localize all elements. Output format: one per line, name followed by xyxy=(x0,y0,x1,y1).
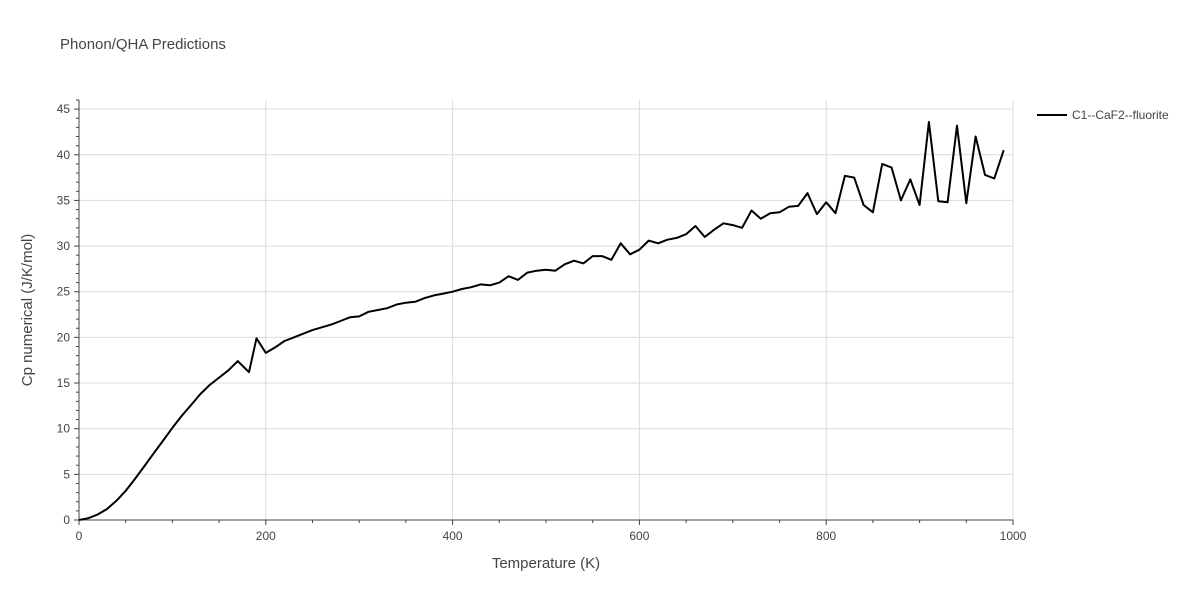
x-tick-label: 400 xyxy=(443,529,463,543)
y-tick-label: 5 xyxy=(63,467,70,481)
y-tick-label: 45 xyxy=(57,102,71,116)
legend[interactable]: C1--CaF2--fluorite xyxy=(1037,108,1169,122)
minor-ticks xyxy=(74,99,1014,525)
x-tick-label: 1000 xyxy=(1000,529,1027,543)
y-tick-label: 10 xyxy=(57,422,71,436)
chart-title: Phonon/QHA Predictions xyxy=(60,36,226,53)
tick-labels: 0 200 400 600 800 1000 0 5 10 15 20 25 30 35 40 45 xyxy=(57,102,1027,543)
y-tick-label: 40 xyxy=(57,148,71,162)
y-tick-label: 15 xyxy=(57,376,71,390)
axes xyxy=(78,100,1013,521)
x-tick-label: 200 xyxy=(256,529,276,543)
x-axis-label: Temperature (K) xyxy=(492,555,600,572)
series-lines xyxy=(78,120,1005,521)
series-line-0 xyxy=(78,120,1005,521)
x-tick-label: 600 xyxy=(629,529,649,543)
y-tick-label: 30 xyxy=(57,239,71,253)
grid-lines xyxy=(79,100,1014,520)
y-tick-label: 0 xyxy=(63,513,70,527)
y-tick-label: 25 xyxy=(57,285,71,299)
legend-entry-label: C1--CaF2--fluorite xyxy=(1072,108,1169,122)
x-tick-label: 0 xyxy=(76,529,83,543)
y-tick-label: 20 xyxy=(57,330,71,344)
x-tick-label: 800 xyxy=(816,529,836,543)
y-tick-label: 35 xyxy=(57,193,71,207)
y-axis-label: Cp numerical (J/K/mol) xyxy=(19,234,36,387)
